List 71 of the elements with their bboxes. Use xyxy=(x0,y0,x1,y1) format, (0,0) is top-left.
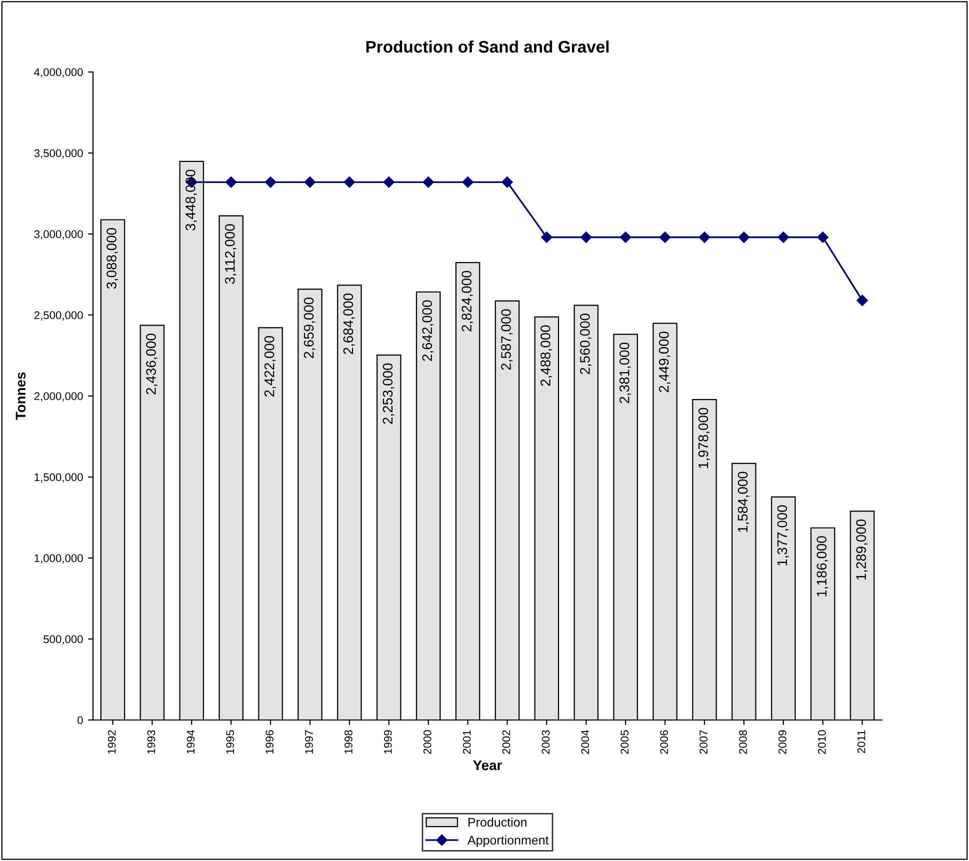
x-tick-label: 1994 xyxy=(186,730,195,754)
x-tick-label: 2011 xyxy=(857,730,866,754)
x-tick-label: 2002 xyxy=(502,730,510,754)
data-label: 2,824,000 xyxy=(462,270,474,332)
x-tick-label: 2000 xyxy=(423,730,432,754)
data-label: 2,436,000 xyxy=(146,334,158,394)
data-label: 2,684,000 xyxy=(343,294,355,354)
data-label: 2,560,000 xyxy=(580,314,592,374)
legend-label: Apportionment xyxy=(468,835,549,848)
point xyxy=(580,232,592,243)
point xyxy=(620,232,632,243)
point xyxy=(383,176,394,188)
y-tick-label: 500,000 xyxy=(44,635,83,644)
x-tick-label: 2010 xyxy=(818,730,826,754)
data-label: 1,978,000 xyxy=(698,408,710,468)
x-tick-label: 1997 xyxy=(305,730,313,754)
point xyxy=(738,232,750,243)
x-tick-label: 1999 xyxy=(384,730,392,754)
y-axis-title: Tonnes xyxy=(16,372,26,420)
x-tick-label: 1993 xyxy=(147,730,156,754)
point xyxy=(344,176,356,188)
x-tick-label: 2007 xyxy=(700,730,708,754)
x-tick-label: 2005 xyxy=(620,730,629,754)
data-label: 1,377,000 xyxy=(777,505,789,566)
x-tick-label: 2001 xyxy=(462,730,471,754)
point xyxy=(422,176,434,188)
x-tick-label: 2008 xyxy=(739,730,747,754)
point xyxy=(225,176,237,188)
point xyxy=(541,232,552,243)
x-tick-label: 1992 xyxy=(108,730,116,754)
data-label: 2,422,000 xyxy=(264,336,276,396)
y-tick-label: 1,000,000 xyxy=(34,554,83,564)
data-label: 2,253,000 xyxy=(382,363,394,424)
y-tick-label: 3,000,000 xyxy=(34,230,83,240)
y-tick-label: 4,000,000 xyxy=(34,68,83,78)
data-label: 3,112,000 xyxy=(224,224,236,284)
x-tick-label: 2006 xyxy=(660,730,668,754)
x-axis-title: Year xyxy=(473,760,502,770)
x-tick-label: 1996 xyxy=(266,730,274,754)
data-label: 2,488,000 xyxy=(540,325,552,386)
data-label: 1,289,000 xyxy=(856,519,868,580)
point xyxy=(304,176,316,188)
point xyxy=(659,232,671,243)
data-label: 2,449,000 xyxy=(658,332,670,392)
y-tick-label: 1,500,000 xyxy=(34,473,83,482)
point xyxy=(698,232,710,243)
point xyxy=(778,232,789,243)
x-tick-label: 1995 xyxy=(226,730,234,754)
y-tick-label: 0 xyxy=(78,716,83,724)
x-tick-label: 2009 xyxy=(778,730,786,754)
point xyxy=(462,176,474,188)
data-label: 3,448,000 xyxy=(186,170,197,230)
data-label: 2,587,000 xyxy=(501,309,513,370)
data-label: 1,186,000 xyxy=(816,536,828,596)
y-tick-label: 2,000,000 xyxy=(34,392,83,402)
point xyxy=(502,176,513,188)
data-label: 2,642,000 xyxy=(422,300,434,361)
data-label: 2,659,000 xyxy=(304,298,316,358)
point xyxy=(856,294,868,306)
x-tick-label: 2004 xyxy=(581,730,590,754)
legend-label: Production xyxy=(468,817,526,827)
y-tick-label: 2,500,000 xyxy=(34,311,83,320)
y-tick-label: 3,500,000 xyxy=(34,149,83,158)
data-label: 2,381,000 xyxy=(619,342,631,404)
data-label: 3,088,000 xyxy=(106,228,118,289)
chart-title: Production of Sand and Gravel xyxy=(366,40,609,53)
point xyxy=(817,232,828,243)
x-tick-label: 1998 xyxy=(344,730,352,754)
x-tick-label: 2003 xyxy=(542,730,550,754)
data-label: 1,584,000 xyxy=(738,472,750,532)
point xyxy=(264,176,276,188)
